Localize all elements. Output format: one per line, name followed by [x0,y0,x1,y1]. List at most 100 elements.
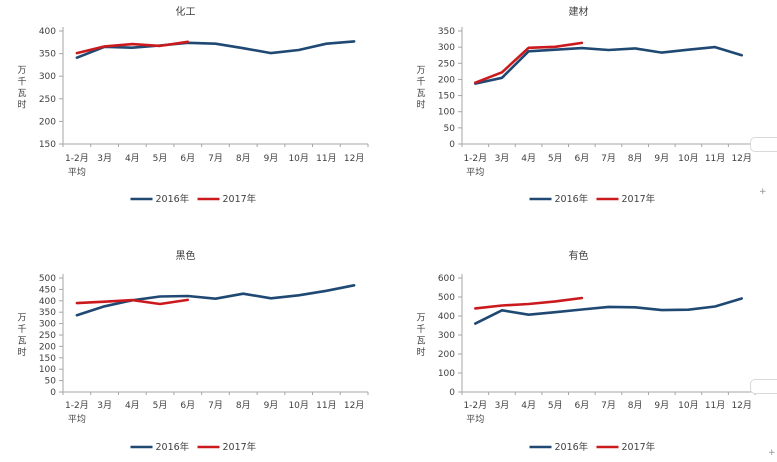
y-tick-label: 450 [39,285,56,295]
x-category-label: 1-2月 [65,400,89,411]
x-category-label: 1-2月 [65,153,89,164]
x-category-label: 12月 [344,153,364,164]
y-tick-label: 300 [438,331,455,341]
x-category-label: 3月 [97,400,112,411]
y-tick-label: 300 [438,43,455,53]
y-tick-label: 100 [39,365,56,375]
x-category-label: 1-2月 [463,153,487,164]
chart-title: 黑色 [176,249,196,262]
series-line-2016 [75,283,356,317]
y-axis-title-char: 万 [416,66,425,76]
x-category-label: 10月 [288,400,308,411]
x-category-label: 9月 [264,400,279,411]
x-category-label: 平均 [466,166,484,178]
series-line-2016 [474,45,744,85]
x-category-label: 9月 [264,153,279,164]
chart-title: 建材 [569,5,589,18]
legend-label: 2017年 [622,193,656,205]
chart-title: 化工 [176,5,196,18]
x-category-label: 7月 [601,153,616,164]
chart-heise: 黑色万千瓦时 0 50 100 150 200 250 300 350 400 450 500 1-2月… [0,231,388,462]
y-axis-title-char: 千 [17,324,26,335]
y-tick-label: 350 [39,50,56,60]
legend-label: 2016年 [555,193,589,205]
y-axis-title-char: 千 [416,324,425,335]
x-category-label: 8月 [236,400,251,411]
x-category-label: 6月 [574,153,589,164]
series-line-2017 [474,41,584,84]
x-category-label: 4月 [521,400,536,411]
x-category-label: 4月 [125,153,140,164]
legend-label: 2017年 [223,193,257,205]
legend-label: 2017年 [223,441,257,453]
y-tick-label: 350 [438,27,455,37]
y-axis-title-char: 时 [416,99,425,111]
x-category-label: 10月 [678,400,698,411]
legend-label: 2017年 [622,441,656,453]
x-category-label: 12月 [731,153,751,164]
y-axis-title-char: 瓦 [17,336,26,347]
y-axis-title-char: 瓦 [416,88,425,99]
x-category-label: 9月 [654,153,669,164]
x-category-label: 5月 [153,400,168,411]
x-category-label: 11月 [316,153,336,164]
series-line-2017 [474,296,584,310]
x-category-label: 7月 [601,400,616,411]
y-axis-title-char: 时 [416,346,425,358]
y-tick-label: 400 [39,297,56,307]
y-axis-title-char: 千 [416,77,425,88]
x-category-label: 10月 [288,153,308,164]
x-category-label: 6月 [180,153,195,164]
x-category-label: 3月 [495,400,510,411]
x-category-label: 3月 [97,153,112,164]
x-category-label: 5月 [548,153,563,164]
y-tick-label: 300 [39,320,56,330]
x-category-label: 3月 [495,153,510,164]
x-category-label: 5月 [548,400,563,411]
y-axis-title-char: 瓦 [416,336,425,347]
x-category-label: 8月 [628,153,643,164]
x-category-label: 平均 [466,413,484,425]
series-line-2017 [75,298,190,306]
y-tick-label: 300 [39,72,56,82]
y-axis-title-char: 千 [17,77,26,88]
x-category-label: 平均 [68,166,86,178]
x-category-label: 8月 [628,400,643,411]
legend-label: 2016年 [555,441,589,453]
y-tick-label: 100 [438,369,455,379]
y-tick-label: 50 [45,377,57,387]
y-tick-label: 0 [50,388,56,398]
x-category-label: 4月 [521,153,536,164]
x-category-label: 9月 [654,400,669,411]
x-category-label: 1-2月 [463,400,487,411]
plus-marker: + [759,187,767,197]
y-tick-label: 500 [438,293,455,303]
x-category-label: 5月 [153,153,168,164]
y-tick-label: 50 [444,124,456,134]
y-tick-label: 200 [39,117,56,127]
y-axis-title-char: 万 [17,314,26,324]
y-tick-label: 0 [449,388,455,398]
x-category-label: 8月 [236,153,251,164]
y-tick-label: 600 [438,274,455,284]
y-tick-label: 250 [39,331,56,341]
y-tick-label: 200 [438,75,455,85]
clipped-chart-frame-fragment [750,137,777,152]
y-axis-title-char: 瓦 [17,88,26,99]
y-tick-label: 500 [39,274,56,284]
legend-label: 2016年 [156,441,190,453]
x-category-label: 4月 [125,400,140,411]
x-category-label: 平均 [68,413,86,425]
chart-title: 有色 [569,249,589,262]
y-tick-label: 150 [39,140,56,150]
y-tick-label: 150 [39,354,56,364]
chart-youse: 有色万千瓦时 0 100 200 300 400 500 600 1-2月 平均 3月 4月 5月 6月 7… [387,231,777,462]
series-line-2016 [474,297,744,325]
y-tick-label: 350 [39,308,56,318]
series-line-2017 [75,40,190,55]
